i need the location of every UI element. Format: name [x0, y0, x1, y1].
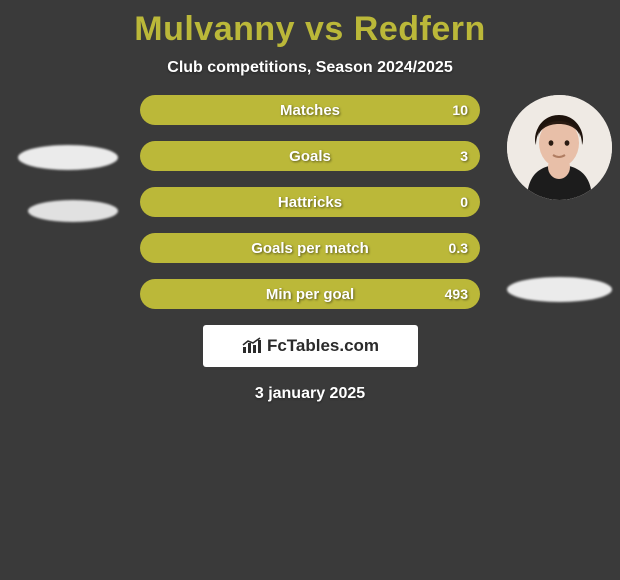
stat-row-gpm: Goals per match 0.3	[140, 233, 480, 263]
player-right-shadow	[507, 277, 612, 302]
stat-fill-right	[140, 95, 480, 125]
stat-value-right: 0	[460, 187, 468, 217]
brand-badge: FcTables.com	[203, 325, 418, 367]
player-right-avatar-svg	[507, 95, 612, 200]
stat-row-goals: Goals 3	[140, 141, 480, 171]
stat-row-hattricks: Hattricks 0	[140, 187, 480, 217]
stat-fill-right	[140, 233, 480, 263]
footer-date: 3 january 2025	[0, 385, 620, 403]
stat-row-mpg: Min per goal 493	[140, 279, 480, 309]
player-left-shadow-2	[28, 200, 118, 222]
stat-value-right: 10	[452, 95, 468, 125]
stat-fill-right	[140, 187, 480, 217]
page-title: Mulvanny vs Redfern	[0, 0, 620, 49]
stat-fill-right	[140, 279, 480, 309]
comparison-arena: Matches 10 Goals 3 Hattricks 0	[0, 95, 620, 403]
stat-row-matches: Matches 10	[140, 95, 480, 125]
stat-value-right: 3	[460, 141, 468, 171]
player-left-shadow	[18, 145, 118, 170]
brand-text: FcTables.com	[267, 336, 379, 356]
page: Mulvanny vs Redfern Club competitions, S…	[0, 0, 620, 580]
stat-fill-right	[140, 141, 480, 171]
player-right-avatar	[507, 95, 612, 200]
brand-chart-icon	[241, 337, 263, 355]
stat-value-right: 0.3	[449, 233, 468, 263]
page-subtitle: Club competitions, Season 2024/2025	[0, 59, 620, 77]
stat-value-right: 493	[445, 279, 468, 309]
stat-bars: Matches 10 Goals 3 Hattricks 0	[140, 95, 480, 309]
